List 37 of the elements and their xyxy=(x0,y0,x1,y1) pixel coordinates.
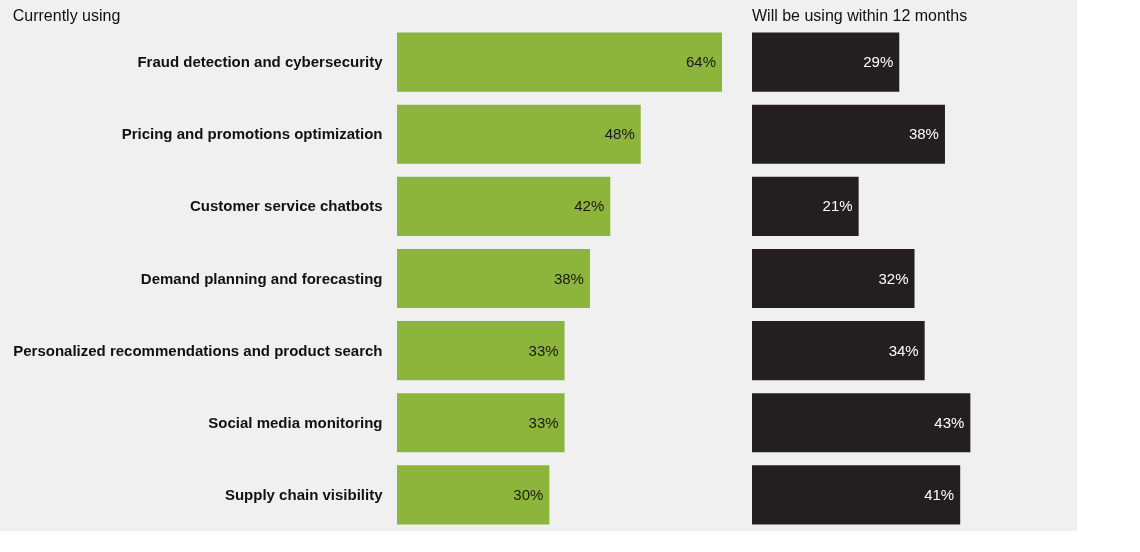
data-label: 41% xyxy=(924,485,955,503)
data-label: 33% xyxy=(528,341,559,359)
data-label: 33% xyxy=(528,413,559,431)
data-label: 21% xyxy=(822,197,853,215)
data-label: 38% xyxy=(553,269,584,287)
data-label: 42% xyxy=(574,197,605,215)
data-label: 32% xyxy=(878,269,909,287)
bar xyxy=(752,465,961,525)
data-label: 43% xyxy=(934,413,965,431)
y-tick-label: Pricing and promotions optimization xyxy=(121,125,383,143)
data-label: 38% xyxy=(908,125,939,143)
data-label: 64% xyxy=(685,53,716,71)
y-tick-label: Demand planning and forecasting xyxy=(140,269,383,287)
bar xyxy=(397,176,611,236)
bar xyxy=(397,104,641,164)
y-tick-label: Supply chain visibility xyxy=(224,485,384,503)
bar xyxy=(752,321,925,381)
y-tick-label: Social media monitoring xyxy=(208,413,383,431)
data-label: 48% xyxy=(604,125,635,143)
data-label: 34% xyxy=(888,341,919,359)
bar xyxy=(752,32,900,92)
y-tick-label: Customer service chatbots xyxy=(189,197,383,215)
bar xyxy=(397,32,722,92)
text: Currently using xyxy=(12,7,121,24)
bar xyxy=(752,176,859,236)
bar xyxy=(397,393,565,453)
data-label: 30% xyxy=(513,485,544,503)
data-label: 29% xyxy=(863,53,894,71)
bar xyxy=(397,465,550,525)
bar xyxy=(752,393,971,453)
y-tick-label: Fraud detection and cybersecurity xyxy=(137,53,384,71)
bar xyxy=(752,104,945,164)
bar xyxy=(397,248,590,309)
chart-title: Will be using within 12 months xyxy=(752,7,968,24)
bar xyxy=(752,248,915,309)
y-tick-label: Personalized recommendations and product search xyxy=(13,341,383,359)
bar xyxy=(397,321,565,381)
